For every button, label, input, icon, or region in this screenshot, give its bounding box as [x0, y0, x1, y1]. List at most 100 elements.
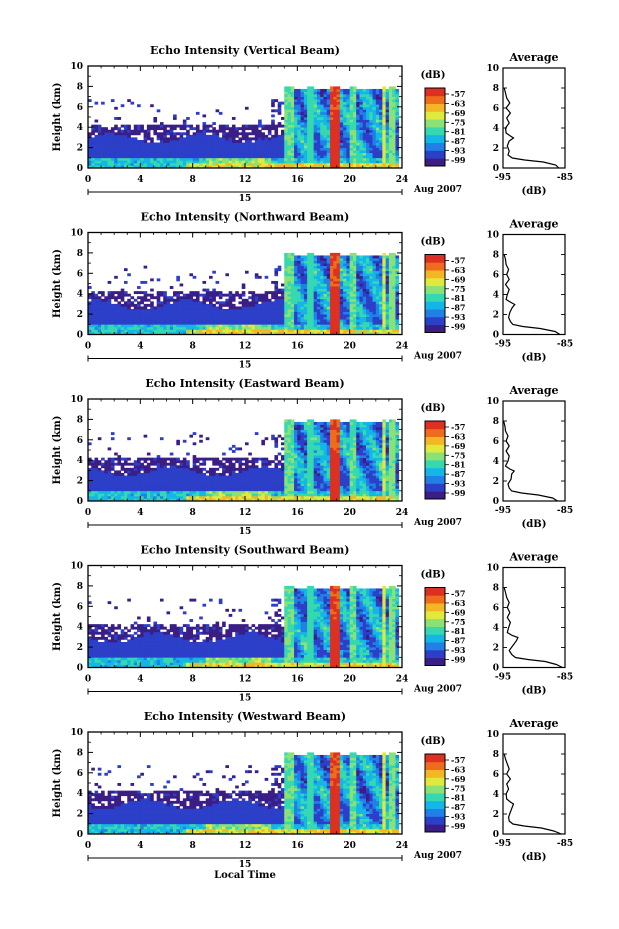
heatmap-cell: [218, 152, 223, 156]
heatmap-cell: [375, 152, 380, 156]
heatmap-cell: [385, 303, 390, 307]
heatmap-cell: [117, 157, 122, 161]
heatmap-cell: [123, 462, 128, 466]
heatmap-cell: [290, 291, 295, 295]
heatmap-cell: [225, 147, 229, 151]
heatmap-cell: [356, 288, 360, 292]
heatmap-cell: [271, 145, 275, 148]
heatmap-cell: [277, 329, 282, 333]
heatmap-cell: [241, 142, 246, 146]
heatmap-cell: [264, 275, 269, 279]
heatmap-cell: [303, 293, 308, 297]
heatmap-cell: [209, 147, 213, 151]
heatmap-cell: [303, 132, 308, 136]
heatmap-cell: [153, 165, 158, 169]
heatmap-cell: [88, 145, 92, 148]
heatmap-cell: [205, 129, 210, 133]
heatmap-cell: [117, 145, 122, 148]
heatmap-cell: [326, 283, 331, 287]
heatmap-cell: [313, 142, 318, 146]
heatmap-cell: [127, 293, 131, 297]
heatmap-cell: [379, 314, 383, 317]
heatmap-cell: [215, 319, 220, 323]
heatmap-cell: [339, 286, 344, 289]
heatmap-cell: [107, 137, 112, 141]
heatmap-cell: [339, 165, 344, 169]
y-tick-label: 10: [70, 62, 83, 72]
heatmap-cell: [97, 132, 102, 136]
heatmap-cell: [163, 460, 167, 464]
heatmap-cell: [199, 165, 203, 169]
heatmap-cell: [379, 160, 383, 164]
heatmap-cell: [300, 316, 305, 320]
heatmap-cell: [182, 331, 187, 335]
heatmap-cell: [313, 162, 318, 166]
heatmap-cell: [133, 485, 138, 489]
heatmap-cell: [346, 255, 351, 259]
heatmap-cell: [385, 165, 390, 169]
heatmap-cell: [150, 145, 154, 148]
heatmap-cell: [385, 278, 390, 282]
heatmap-cell: [336, 162, 341, 166]
heatmap-cell: [297, 106, 301, 110]
heatmap-cell: [251, 331, 256, 335]
heatmap-cell: [166, 157, 171, 161]
heatmap-cell: [349, 96, 354, 100]
heatmap-cell: [333, 280, 337, 284]
heatmap-cell: [359, 260, 364, 264]
heatmap-cell: [382, 286, 386, 289]
heatmap-cell: [114, 134, 118, 138]
heatmap-cell: [173, 467, 177, 471]
heatmap-cell: [316, 142, 321, 146]
heatmap-cell: [202, 139, 207, 143]
heatmap-cell: [320, 278, 324, 282]
heatmap-cell: [392, 106, 396, 110]
heatmap-cell: [117, 475, 122, 479]
heatmap-cell: [316, 99, 321, 103]
heatmap-cell: [303, 101, 308, 105]
heatmap-cell: [120, 331, 125, 335]
heatmap-cell: [336, 258, 341, 261]
heatmap-cell: [94, 321, 99, 325]
heatmap-cell: [339, 119, 344, 123]
heatmap-cell: [120, 324, 125, 328]
heatmap-cell: [356, 157, 360, 161]
heatmap-cell: [336, 150, 341, 154]
heatmap-cell: [356, 150, 360, 154]
heatmap-cell: [163, 303, 167, 307]
heatmap-cell: [163, 306, 167, 310]
heatmap-cell: [261, 139, 265, 143]
heatmap-cell: [366, 139, 370, 143]
heatmap-cell: [294, 321, 298, 325]
heatmap-cell: [123, 293, 128, 297]
heatmap-cell: [123, 478, 128, 481]
heatmap-cell: [254, 306, 259, 310]
heatmap-cell: [303, 147, 308, 151]
heatmap-cell: [159, 162, 164, 166]
heatmap-cell: [205, 142, 210, 146]
heatmap-cell: [123, 150, 128, 154]
heatmap-cell: [303, 160, 308, 164]
heatmap-cell: [104, 331, 108, 335]
heatmap-cell: [238, 311, 243, 315]
heatmap-cell: [267, 160, 272, 164]
heatmap-cell: [330, 96, 334, 100]
heatmap-cell: [356, 296, 360, 300]
heatmap-cell: [199, 129, 203, 133]
heatmap-cell: [209, 291, 213, 295]
heatmap-cell: [274, 288, 279, 292]
heatmap-cell: [94, 293, 99, 297]
heatmap-cell: [140, 145, 144, 148]
heatmap-cell: [333, 134, 337, 138]
heatmap-cell: [107, 296, 112, 300]
heatmap-cell: [94, 142, 99, 146]
heatmap-cell: [323, 296, 328, 300]
heatmap-cell: [294, 162, 298, 166]
heatmap-cell: [133, 498, 138, 502]
heatmap-cell: [133, 331, 138, 335]
heatmap-cell: [251, 303, 256, 307]
heatmap-cell: [176, 306, 180, 310]
heatmap-cell: [202, 331, 207, 335]
heatmap-cell: [362, 331, 367, 335]
heatmap-cell: [117, 490, 122, 494]
